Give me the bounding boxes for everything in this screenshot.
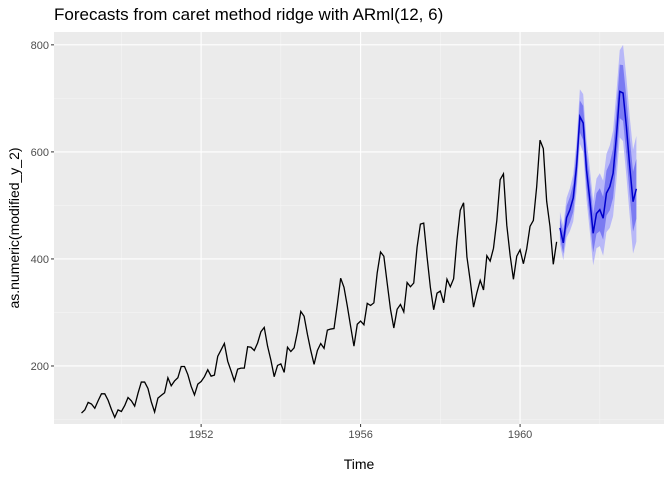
- y-tick-label: 400: [31, 254, 49, 266]
- series-lines: [81, 90, 638, 420]
- y-axis-label: as.numeric(modified_y_2): [6, 147, 22, 308]
- x-tick-label: 1952: [189, 429, 213, 441]
- forecast-line: [559, 90, 638, 244]
- band-80: [559, 64, 637, 254]
- x-tick-label: 1960: [508, 429, 532, 441]
- y-tick-label: 200: [31, 361, 49, 373]
- history-line: [81, 139, 558, 420]
- x-axis-label: Time: [344, 456, 375, 472]
- y-tick-label: 600: [31, 147, 49, 159]
- y-tick-label: 800: [31, 40, 49, 52]
- axes: 1952 1956 1960 200 400 600 800: [31, 40, 533, 441]
- prediction-intervals: [559, 44, 637, 266]
- x-tick-label: 1956: [348, 429, 372, 441]
- grid-lines: [54, 32, 664, 424]
- plot-panel: [54, 32, 664, 424]
- chart-title: Forecasts from caret method ridge with A…: [54, 5, 443, 24]
